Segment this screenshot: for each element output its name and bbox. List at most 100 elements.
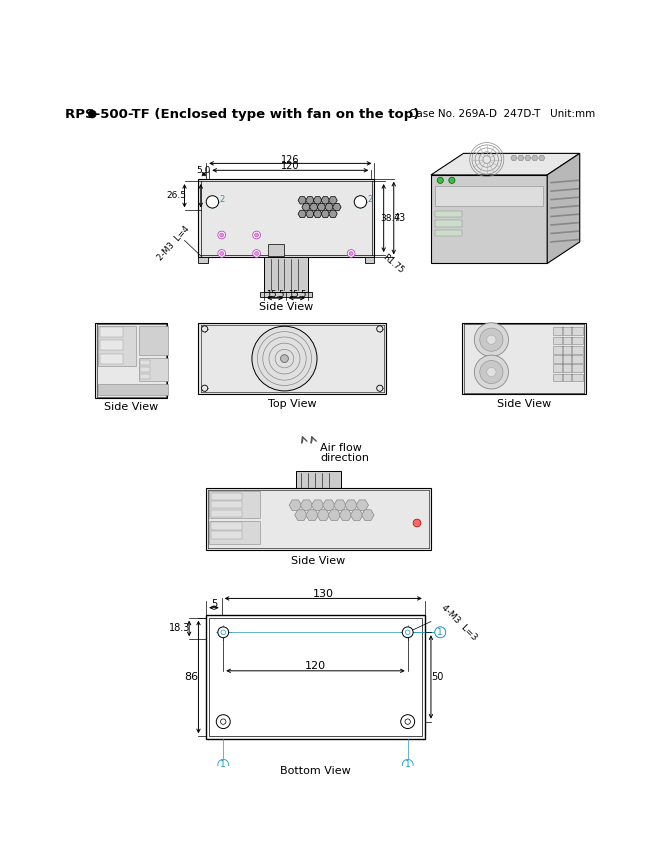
Bar — [211, 531, 242, 539]
Text: 1: 1 — [220, 760, 226, 769]
Text: 2: 2 — [367, 195, 373, 204]
Circle shape — [218, 759, 228, 770]
Bar — [553, 337, 583, 344]
Circle shape — [218, 250, 226, 257]
Text: Side View: Side View — [259, 302, 314, 313]
Bar — [265, 257, 308, 292]
Text: 4-M3  L=3: 4-M3 L=3 — [440, 604, 479, 642]
Bar — [211, 501, 242, 508]
Bar — [365, 257, 375, 263]
Bar — [209, 521, 260, 544]
Bar — [100, 354, 123, 363]
Circle shape — [480, 361, 503, 384]
Circle shape — [220, 251, 224, 256]
Bar — [553, 327, 583, 335]
Circle shape — [486, 335, 496, 344]
Text: 120: 120 — [305, 661, 326, 672]
Circle shape — [449, 177, 455, 183]
Circle shape — [402, 759, 413, 770]
Text: 126: 126 — [281, 154, 299, 164]
Circle shape — [377, 385, 383, 391]
Bar — [98, 384, 168, 395]
Bar — [140, 367, 149, 372]
Bar — [209, 492, 260, 518]
Polygon shape — [547, 153, 580, 263]
Circle shape — [253, 231, 261, 238]
Circle shape — [474, 323, 509, 356]
Bar — [140, 374, 149, 379]
Text: Side View: Side View — [497, 399, 551, 409]
Bar — [435, 211, 462, 217]
Bar — [100, 327, 123, 338]
Circle shape — [206, 195, 218, 208]
Circle shape — [218, 627, 228, 638]
Text: 15.5: 15.5 — [287, 290, 306, 299]
Text: 120: 120 — [281, 162, 299, 171]
Text: 130: 130 — [313, 589, 334, 598]
Bar — [98, 325, 135, 366]
Circle shape — [402, 627, 413, 638]
Text: 1: 1 — [405, 760, 411, 769]
Circle shape — [474, 355, 509, 389]
Bar — [95, 323, 168, 399]
Bar — [296, 471, 341, 488]
Circle shape — [486, 368, 496, 376]
Bar — [198, 257, 208, 263]
Circle shape — [435, 627, 446, 638]
Circle shape — [354, 195, 366, 208]
Circle shape — [255, 233, 259, 237]
Text: Side View: Side View — [105, 402, 159, 412]
Bar — [260, 292, 312, 296]
Circle shape — [377, 325, 383, 332]
Bar — [435, 230, 462, 236]
Text: 50: 50 — [431, 672, 444, 682]
Bar — [435, 187, 543, 206]
Text: 18.3: 18.3 — [169, 623, 190, 634]
Text: Bottom View: Bottom View — [280, 766, 351, 776]
Circle shape — [252, 326, 317, 391]
Circle shape — [349, 251, 353, 256]
Bar — [206, 616, 425, 739]
Bar — [462, 323, 586, 394]
Circle shape — [480, 328, 503, 351]
Bar — [435, 220, 462, 226]
Text: 1: 1 — [438, 628, 443, 637]
Circle shape — [202, 325, 208, 332]
Text: 43: 43 — [394, 213, 406, 223]
Bar — [211, 510, 242, 517]
Text: direction: direction — [320, 453, 369, 462]
Bar — [211, 523, 242, 530]
Circle shape — [437, 177, 444, 183]
Circle shape — [413, 519, 421, 527]
Bar — [211, 493, 242, 500]
Bar — [553, 374, 583, 381]
Polygon shape — [431, 175, 547, 263]
Bar — [139, 325, 168, 355]
Bar — [198, 323, 386, 394]
Text: 15.5: 15.5 — [266, 290, 284, 299]
Text: Side View: Side View — [291, 555, 346, 566]
Bar — [553, 346, 583, 354]
Circle shape — [218, 231, 226, 238]
Text: 2: 2 — [219, 195, 224, 204]
Text: 26.5: 26.5 — [167, 191, 187, 201]
Circle shape — [347, 250, 355, 257]
Circle shape — [220, 233, 224, 237]
Text: 38.7: 38.7 — [381, 214, 401, 222]
Bar — [553, 355, 583, 362]
Text: 86: 86 — [184, 672, 198, 682]
Circle shape — [435, 627, 446, 638]
Circle shape — [401, 715, 415, 728]
Text: R1.75: R1.75 — [381, 252, 405, 275]
Bar — [198, 179, 375, 257]
Bar — [553, 364, 583, 372]
Circle shape — [255, 251, 259, 256]
Bar — [208, 617, 422, 736]
Circle shape — [253, 250, 261, 257]
Bar — [268, 245, 283, 256]
Bar — [139, 358, 168, 381]
Bar — [206, 488, 431, 550]
Text: 5: 5 — [211, 598, 217, 609]
Bar — [140, 360, 149, 365]
Circle shape — [202, 385, 208, 391]
